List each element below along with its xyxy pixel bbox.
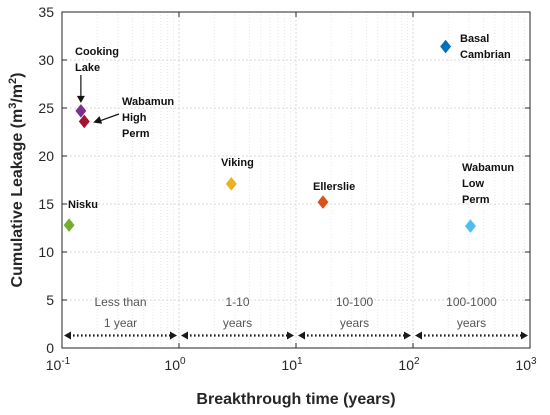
point-label: Wabamun [462,162,514,174]
x-axis-label: Breakthrough time (years) [196,391,395,408]
region-arrowhead-left [64,331,71,340]
x-tick-label: 10-1 [46,356,71,373]
point-marker [75,103,87,118]
point-label: Lake [75,62,100,74]
data-point: Cooking Lake [75,46,119,118]
region-label: years [340,316,369,330]
point-marker [225,176,237,191]
region-label: Less than [94,295,146,309]
region-arrowhead-left [181,331,188,340]
point-marker [63,218,75,233]
point-label: Wabamun [122,96,174,108]
region-arrowhead-left [298,331,305,340]
point-label: Ellerslie [313,181,355,193]
annotation-arrow [98,113,120,123]
point-label: Low [462,178,484,190]
annotation-arrowhead [93,116,103,124]
region-label: years [223,316,252,330]
region-arrowhead-right [287,331,294,340]
data-point: Basal Cambrian [440,33,511,61]
y-tick-label: 20 [38,148,54,164]
point-label: Viking [221,157,254,169]
point-marker [464,219,477,233]
point-label: Basal [460,33,489,45]
x-tick-label: 101 [281,356,303,373]
data-point: Nisku [63,199,98,233]
region-arrowhead-right [521,331,528,340]
region: 1-10 years [181,295,294,340]
grid [62,12,530,348]
region-label: years [457,316,486,330]
region-arrowhead-left [415,331,422,340]
region-label: 1-10 [225,295,249,309]
point-marker [440,39,452,54]
annotation-arrowhead [76,95,85,103]
data-point: Ellerslie [313,181,355,209]
data-point: Viking [221,157,254,191]
y-tick-label: 25 [38,100,54,116]
region-label: 10-100 [336,295,374,309]
axis-ticks: 0 5 10 15 20 25 30 35 10-1 100 101 102 103 [38,4,537,373]
point-marker [78,114,90,129]
region-arrowhead-right [170,331,177,340]
point-label: High [122,112,147,124]
region: 10-100 years [298,295,411,340]
x-tick-label: 100 [164,356,186,373]
point-label: Cooking [75,46,119,58]
y-tick-label: 10 [38,244,54,260]
region-label: 100-1000 [446,295,497,309]
region: 100-1000 years [415,295,528,340]
data-points: Nisku Cooking Lake Wabamun High Perm Viking Ell… [63,33,514,233]
annotation-arrows [76,75,120,124]
y-axis-label: Cumulative Leakage (m3/m2) [7,73,26,288]
region-label: 1 year [104,316,137,330]
point-marker [317,195,329,209]
data-point: Wabamun High Perm [78,96,174,140]
y-tick-label: 15 [38,196,54,212]
point-label: Perm [462,194,490,206]
region-arrowhead-right [404,331,411,340]
point-label: Perm [122,128,150,140]
point-label: Nisku [68,199,98,211]
data-point: Wabamun Low Perm [462,162,514,233]
point-label: Cambrian [460,49,511,61]
y-tick-label: 30 [38,52,54,68]
x-tick-label: 103 [515,356,537,373]
y-tick-label: 5 [46,292,54,308]
region: Less than 1 year [64,295,177,340]
y-tick-label: 35 [38,4,54,20]
x-tick-label: 102 [398,356,420,373]
y-tick-label: 0 [46,340,54,356]
